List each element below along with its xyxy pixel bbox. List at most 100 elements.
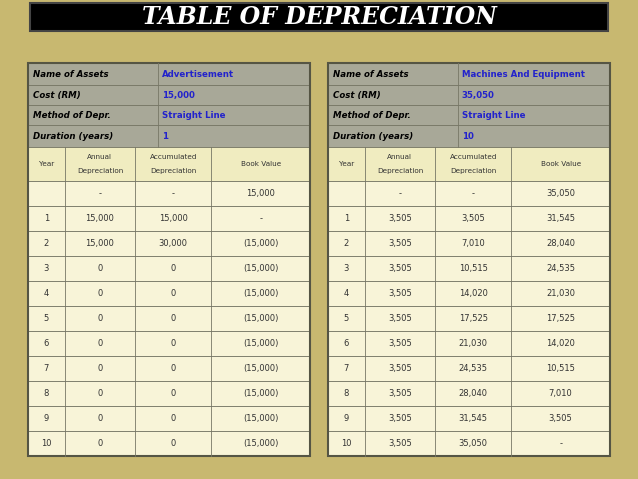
Text: 24,535: 24,535	[459, 364, 487, 373]
Text: 3: 3	[43, 264, 49, 273]
Text: 31,545: 31,545	[459, 414, 487, 423]
Text: 28,040: 28,040	[546, 239, 575, 248]
Bar	[28, 306, 310, 331]
Text: 1: 1	[344, 214, 349, 223]
Text: 15,000: 15,000	[85, 214, 114, 223]
Text: Annual: Annual	[387, 154, 412, 160]
Bar	[28, 281, 310, 306]
Text: 0: 0	[97, 289, 103, 298]
Text: 15,000: 15,000	[161, 91, 195, 100]
Text: 14,020: 14,020	[546, 339, 575, 348]
Text: (15,000): (15,000)	[243, 289, 278, 298]
Text: 5: 5	[344, 314, 349, 323]
Text: 0: 0	[170, 364, 176, 373]
Bar	[328, 306, 610, 331]
Text: Accumulated: Accumulated	[450, 154, 497, 160]
Text: 0: 0	[97, 389, 103, 398]
Bar	[328, 381, 610, 406]
Text: 6: 6	[43, 339, 49, 348]
Bar	[28, 381, 310, 406]
Bar	[28, 431, 310, 456]
Text: Advertisement: Advertisement	[161, 69, 234, 79]
Text: Annual: Annual	[87, 154, 112, 160]
Text: 9: 9	[44, 414, 49, 423]
Text: 15,000: 15,000	[246, 189, 275, 198]
Text: 3,505: 3,505	[388, 214, 412, 223]
Text: 10: 10	[341, 439, 352, 448]
Text: -: -	[559, 439, 562, 448]
Text: (15,000): (15,000)	[243, 389, 278, 398]
Text: 9: 9	[344, 414, 349, 423]
Text: Depreciation: Depreciation	[450, 169, 496, 174]
Text: (15,000): (15,000)	[243, 239, 278, 248]
Bar	[328, 406, 610, 431]
Text: Year: Year	[339, 161, 354, 167]
Text: 2: 2	[344, 239, 349, 248]
Text: 0: 0	[170, 439, 176, 448]
Bar	[328, 181, 610, 206]
Text: 5: 5	[44, 314, 49, 323]
Bar	[328, 147, 610, 181]
Text: Method of Depr.: Method of Depr.	[33, 111, 111, 119]
Bar	[28, 63, 310, 85]
Text: 3,505: 3,505	[388, 239, 412, 248]
Text: 21,030: 21,030	[459, 339, 487, 348]
Bar	[328, 231, 610, 256]
Text: 3,505: 3,505	[388, 314, 412, 323]
Text: 7: 7	[344, 364, 349, 373]
Text: 30,000: 30,000	[159, 239, 188, 248]
Bar	[328, 85, 610, 105]
Text: Cost (RM): Cost (RM)	[333, 91, 381, 100]
Text: 0: 0	[97, 339, 103, 348]
Text: TABLE OF DEPRECIATION: TABLE OF DEPRECIATION	[142, 5, 496, 29]
Bar	[28, 125, 310, 147]
Text: (15,000): (15,000)	[243, 439, 278, 448]
Text: Straight Line: Straight Line	[161, 111, 225, 119]
Text: Name of Assets: Name of Assets	[33, 69, 108, 79]
Text: -: -	[172, 189, 175, 198]
Text: 4: 4	[44, 289, 49, 298]
Bar	[28, 85, 310, 105]
Bar	[28, 256, 310, 281]
Text: 7: 7	[43, 364, 49, 373]
Text: 28,040: 28,040	[459, 389, 487, 398]
Bar	[328, 356, 610, 381]
Text: 8: 8	[43, 389, 49, 398]
Text: 3,505: 3,505	[388, 339, 412, 348]
Bar	[30, 3, 608, 31]
Text: 35,050: 35,050	[462, 91, 494, 100]
Text: 7,010: 7,010	[549, 389, 572, 398]
Text: -: -	[398, 189, 401, 198]
Text: 10: 10	[41, 439, 52, 448]
Text: 10: 10	[462, 132, 473, 140]
Text: Depreciation: Depreciation	[377, 169, 423, 174]
Bar	[328, 63, 610, 456]
Bar	[28, 206, 310, 231]
Text: Book Value: Book Value	[540, 161, 581, 167]
Text: 2: 2	[44, 239, 49, 248]
Text: 0: 0	[97, 414, 103, 423]
Text: Book Value: Book Value	[241, 161, 281, 167]
Text: Depreciation: Depreciation	[77, 169, 123, 174]
Text: 31,545: 31,545	[546, 214, 575, 223]
Bar	[328, 281, 610, 306]
Text: 0: 0	[170, 289, 176, 298]
Text: 3,505: 3,505	[388, 264, 412, 273]
Bar	[328, 125, 610, 147]
Bar	[28, 147, 310, 181]
Text: Accumulated: Accumulated	[149, 154, 197, 160]
Text: 3,505: 3,505	[388, 389, 412, 398]
Text: 3,505: 3,505	[388, 439, 412, 448]
Text: 24,535: 24,535	[546, 264, 575, 273]
Text: 3: 3	[344, 264, 349, 273]
Text: 3,505: 3,505	[388, 364, 412, 373]
Text: Machines And Equipment: Machines And Equipment	[462, 69, 584, 79]
Bar	[28, 356, 310, 381]
Text: 15,000: 15,000	[159, 214, 188, 223]
Text: Name of Assets: Name of Assets	[333, 69, 408, 79]
Text: (15,000): (15,000)	[243, 414, 278, 423]
Text: 3,505: 3,505	[549, 414, 572, 423]
Text: 0: 0	[170, 339, 176, 348]
Bar	[28, 105, 310, 125]
Text: 14,020: 14,020	[459, 289, 487, 298]
